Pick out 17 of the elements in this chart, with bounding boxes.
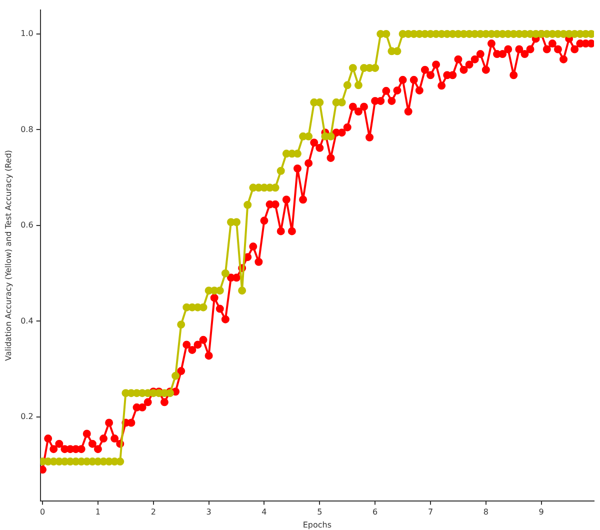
x-tick-label: 8 bbox=[483, 508, 488, 517]
x-tick-label: 7 bbox=[428, 508, 434, 517]
x-tick-label: 5 bbox=[317, 508, 322, 517]
x-tick-label: 4 bbox=[262, 508, 267, 517]
y-tick-label: 0.8 bbox=[20, 124, 34, 134]
x-tick-label: 3 bbox=[206, 508, 212, 517]
x-tick-label: 6 bbox=[372, 508, 378, 517]
x-tick-label: 9 bbox=[538, 508, 544, 517]
y-tick-label: 1.0 bbox=[20, 29, 34, 38]
y-tick-label: 0.2 bbox=[20, 412, 34, 422]
x-tick-label: 2 bbox=[150, 508, 156, 517]
x-tick-label: 0 bbox=[40, 508, 46, 517]
x-tick-label: 1 bbox=[95, 508, 101, 517]
y-tick-label: 0.4 bbox=[20, 316, 34, 326]
y-axis-title: Validation Accuracy (Yellow) and Test Accuracy (Red) bbox=[4, 150, 13, 361]
x-axis-title: Epochs bbox=[302, 520, 332, 530]
y-tick-label: 0.6 bbox=[20, 220, 34, 230]
